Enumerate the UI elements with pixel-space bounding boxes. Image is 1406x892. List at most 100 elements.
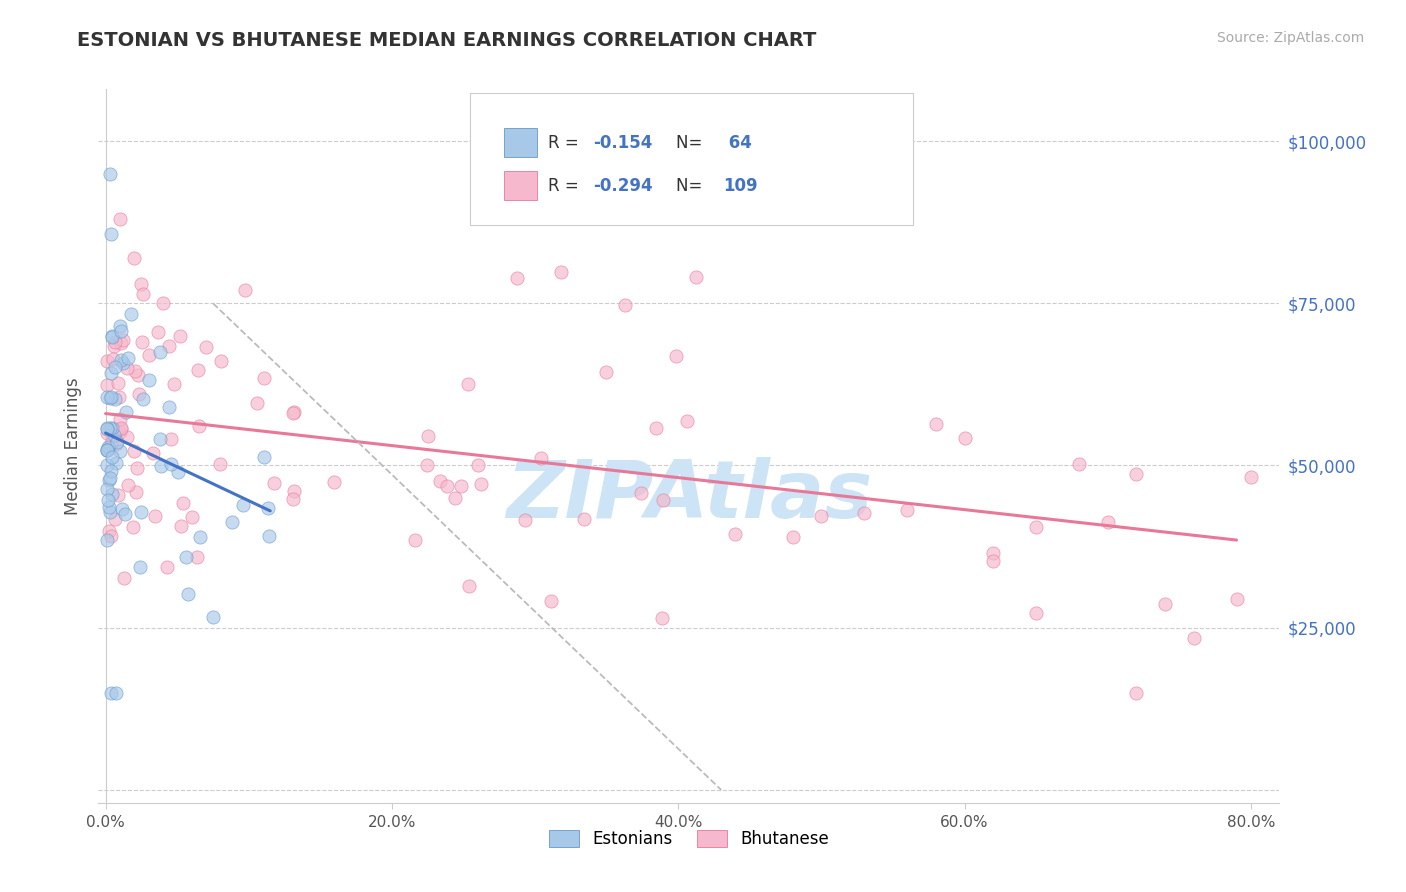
Point	[457, 580, 479, 594]
Point	[953, 431, 976, 445]
Point	[110, 502, 132, 516]
Point	[98, 500, 121, 514]
Point	[101, 351, 124, 366]
Point	[630, 485, 652, 500]
Point	[100, 435, 122, 450]
Point	[572, 511, 595, 525]
Point	[782, 530, 804, 544]
Point	[117, 478, 139, 492]
Point	[159, 432, 181, 446]
Point	[96, 421, 118, 435]
Point	[120, 307, 142, 321]
Point	[209, 354, 232, 368]
Point	[665, 349, 688, 363]
Point	[186, 550, 208, 565]
Point	[157, 400, 180, 414]
Point	[201, 609, 224, 624]
Point	[1125, 467, 1147, 481]
Point	[416, 429, 439, 443]
Point	[263, 476, 285, 491]
Point	[685, 269, 707, 284]
Text: Source: ZipAtlas.com: Source: ZipAtlas.com	[1216, 31, 1364, 45]
Point	[132, 287, 155, 301]
Point	[138, 373, 160, 387]
Point	[98, 524, 121, 539]
Point	[429, 474, 451, 488]
Point	[645, 421, 668, 435]
Point	[97, 473, 120, 487]
Point	[221, 516, 243, 530]
Point	[550, 265, 572, 279]
Point	[257, 529, 280, 543]
Point	[169, 329, 191, 343]
Point	[122, 251, 145, 265]
Point	[98, 442, 121, 456]
Point	[981, 546, 1004, 560]
Point	[96, 442, 118, 457]
Point	[128, 387, 150, 401]
Point	[108, 390, 131, 404]
Point	[110, 335, 132, 350]
Point	[96, 354, 118, 368]
Point	[187, 363, 209, 377]
Point	[108, 444, 131, 458]
Point	[110, 412, 132, 426]
Point	[235, 283, 257, 297]
Point	[131, 335, 153, 350]
Point	[122, 444, 145, 458]
Point	[467, 458, 489, 473]
Point	[188, 530, 211, 544]
Point	[1240, 470, 1263, 484]
Point	[104, 437, 127, 451]
Point	[853, 506, 876, 520]
Point	[98, 505, 121, 519]
Point	[925, 417, 948, 432]
Point	[1125, 685, 1147, 699]
Point	[117, 351, 139, 366]
Point	[157, 339, 180, 353]
Point	[143, 508, 166, 523]
Point	[96, 442, 118, 457]
Point	[108, 318, 131, 333]
Point	[100, 366, 122, 380]
Point	[112, 571, 135, 585]
Point	[981, 553, 1004, 567]
Point	[98, 167, 121, 181]
Point	[651, 492, 673, 507]
Point	[107, 376, 129, 390]
Point	[470, 476, 492, 491]
Point	[724, 527, 747, 541]
Point	[104, 456, 127, 470]
Point	[98, 421, 121, 435]
FancyBboxPatch shape	[503, 171, 537, 200]
Point	[232, 498, 254, 512]
Point	[614, 298, 637, 312]
Point	[146, 325, 169, 339]
Point	[110, 420, 132, 434]
Point	[103, 428, 125, 442]
Point	[124, 363, 146, 377]
Point	[125, 485, 148, 500]
Text: R =: R =	[548, 134, 585, 152]
Text: 64: 64	[723, 134, 752, 152]
Text: R =: R =	[548, 177, 585, 194]
Point	[142, 446, 165, 460]
Point	[96, 390, 118, 404]
Legend: Estonians, Bhutanese: Estonians, Bhutanese	[541, 823, 837, 855]
Point	[100, 685, 122, 699]
Point	[283, 484, 305, 499]
Point	[281, 406, 304, 420]
FancyBboxPatch shape	[503, 128, 537, 157]
Point	[96, 458, 118, 472]
Point	[104, 334, 127, 349]
Point	[150, 458, 173, 473]
Point	[104, 392, 127, 406]
Point	[166, 465, 188, 479]
Point	[101, 421, 124, 435]
Point	[131, 392, 153, 406]
Point	[283, 405, 305, 419]
Point	[896, 503, 918, 517]
Text: ZIPAtlas: ZIPAtlas	[506, 457, 872, 535]
Point	[163, 377, 186, 392]
Point	[188, 418, 211, 433]
